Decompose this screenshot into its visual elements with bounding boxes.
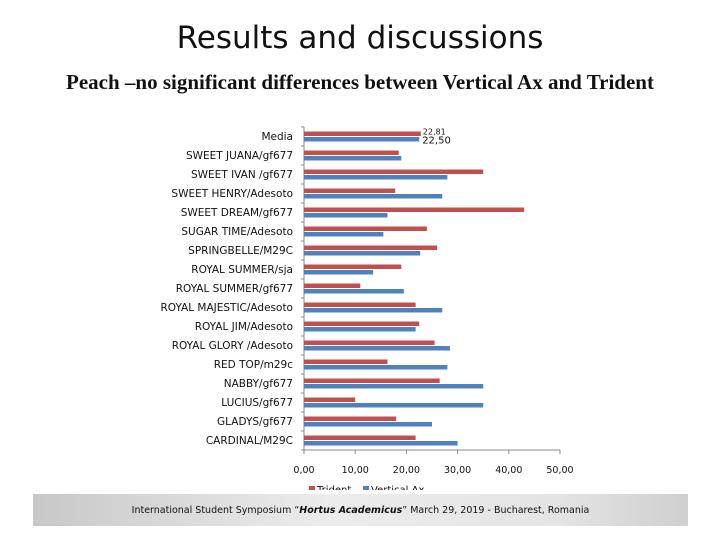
legend-label-trident: Trident [316,485,351,490]
bar-vertical-ax [304,441,458,446]
category-label: SUGAR TIME/Adesoto [181,226,293,238]
bar-chart: Media SWEET JUANA/gf677 SWEET IVAN /gf677 S… [160,126,574,490]
x-tick-label: 50,00 [546,465,573,476]
category-label: SPRINGBELLE/M29C [188,245,293,257]
category-label: ROYAL GLORY /Adesoto [172,340,293,352]
bar-trident [304,226,427,231]
x-tick-label: 10,00 [342,465,369,476]
category-label: SWEET DREAM/gf677 [181,207,293,219]
legend-swatch-trident [309,486,315,490]
bar-vertical-ax [304,289,404,294]
bar-trident [304,150,399,155]
data-label-trident-media: 22,81 [423,128,446,137]
category-label: NABBY/gf677 [224,378,293,390]
footer-event-name: Hortus Academicus [299,504,403,516]
bar-trident [304,131,421,136]
data-label-vertical-ax-media: 22,50 [422,136,451,147]
bar-vertical-ax [304,175,448,180]
x-tick-label: 30,00 [444,465,471,476]
footer-text-start: International Student Symposium “ [131,504,300,516]
bar-trident [304,340,435,345]
bar-vertical-ax [304,270,374,275]
category-label: ROYAL JIM/Adesoto [195,321,293,333]
bar-vertical-ax [304,213,388,218]
category-label: GLADYS/gf677 [217,416,293,428]
bar-trident [304,359,388,364]
footer-text-end: ” March 29, 2019 - Bucharest, Romania [402,504,590,516]
category-label: RED TOP/m29c [214,359,293,371]
bar-vertical-ax [304,346,450,351]
bar-vertical-ax [304,194,443,199]
bar-vertical-ax [304,156,402,161]
bar-trident [304,397,356,402]
footer-banner: International Student Symposium “Hortus … [33,494,688,526]
bar-vertical-ax [304,137,420,142]
x-tick-label: 40,00 [495,465,522,476]
category-label: SWEET HENRY/Adesoto [171,188,293,200]
category-label: CARDINAL/M29C [206,435,293,447]
bar-vertical-ax [304,308,443,313]
category-label: ROYAL SUMMER/sja [191,264,293,276]
category-label: LUCIUS/gf677 [221,397,293,409]
bar-trident [304,169,484,174]
slide-subtitle: Peach –no significant differences betwee… [66,70,654,94]
slide-title: Results and discussions [176,20,544,56]
bar-vertical-ax [304,403,484,408]
bar-trident [304,264,402,269]
category-label: SWEET JUANA/gf677 [186,150,293,162]
bar-trident [304,435,416,440]
bar-vertical-ax [304,232,384,237]
bar-trident [304,283,361,288]
bar-vertical-ax [304,327,416,332]
x-tick-label: 0,00 [293,465,314,476]
bar-trident [304,302,416,307]
category-label: ROYAL MAJESTIC/Adesoto [160,302,293,314]
bar-trident [304,245,438,250]
legend-swatch-vertical-ax [363,486,369,490]
bar-vertical-ax [304,422,432,427]
bar-trident [304,378,440,383]
x-tick-label: 20,00 [393,465,420,476]
legend-label-vertical-ax: Vertical Ax [371,485,424,490]
category-label: Media [261,131,293,143]
category-label: SWEET IVAN /gf677 [191,169,293,181]
bar-vertical-ax [304,251,421,256]
category-label: ROYAL SUMMER/gf677 [176,283,293,295]
bar-vertical-ax [304,384,484,389]
bar-trident [304,188,396,193]
bar-trident [304,207,525,212]
bar-vertical-ax [304,365,448,370]
bar-trident [304,416,397,421]
bar-trident [304,321,420,326]
